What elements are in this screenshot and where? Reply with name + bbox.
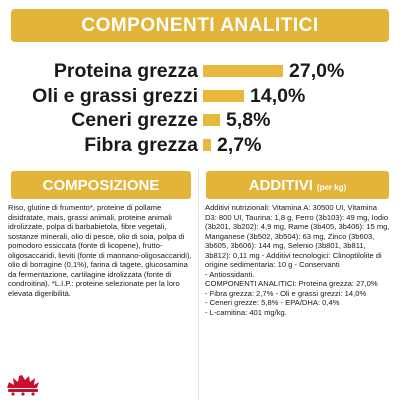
analytic-row-fat: Oli e grassi grezzi 14,0% bbox=[0, 84, 400, 108]
composition-title: COMPOSIZIONE bbox=[42, 176, 160, 194]
additives-line: origine sedimentaria: 10 g - Conservanti bbox=[205, 260, 340, 270]
analytic-row-protein: Proteina grezza 27,0% bbox=[0, 59, 400, 83]
analytic-row-fibre: Fibra grezza 2,7% bbox=[0, 133, 400, 157]
analytic-bar bbox=[203, 139, 211, 151]
composition-text: Riso, glutine di frumento*, proteine di … bbox=[8, 203, 192, 298]
analytic-label: Fibra grezza bbox=[84, 134, 198, 156]
additives-line: - Fibra grezza: 2,7% - Oli e grassi grez… bbox=[205, 288, 367, 298]
additives-line: Manganese (3b502, 3b504): 63 mg, Zinco (… bbox=[205, 231, 375, 241]
additives-title: ADDITIVI bbox=[248, 176, 313, 194]
analytic-bar bbox=[203, 90, 244, 102]
additives-line: 3b605, 3b606): 144 mg, Selenio (3b801, 3… bbox=[205, 241, 366, 251]
analytic-components-title: COMPONENTI ANALITICI bbox=[81, 14, 319, 36]
analytic-label: Ceneri grezze bbox=[71, 109, 198, 131]
additives-line: - L-carnitina: 401 mg/kg. bbox=[205, 308, 287, 318]
additives-line: Additivi nutrizionali: Vitamina A: 30500… bbox=[205, 203, 377, 212]
additives-line: 3b812): 0,11 mg - Additivi tecnologici: … bbox=[205, 250, 382, 260]
additives-text: Additivi nutrizionali: Vitamina A: 30500… bbox=[205, 203, 397, 318]
analytic-value: 27,0% bbox=[289, 60, 345, 82]
analytic-value: 14,0% bbox=[250, 85, 306, 107]
analytic-components-header: COMPONENTI ANALITICI bbox=[11, 9, 389, 42]
additives-line: (3b201, 3b202): 4,9 mg, Rame (3b405, 3b4… bbox=[205, 222, 390, 232]
composition-header: COMPOSIZIONE bbox=[11, 171, 191, 199]
additives-header: ADDITIVI (per kg) bbox=[206, 171, 389, 199]
analytic-row-ash: Ceneri grezze 5,8% bbox=[0, 108, 400, 132]
additives-line: D3: 800 UI, Taurina: 1,8 g, Ferro (3b103… bbox=[205, 212, 389, 222]
column-divider bbox=[198, 168, 199, 400]
analytic-bar bbox=[203, 114, 220, 126]
additives-line: - Antiossidanti. bbox=[205, 269, 255, 279]
additives-line: - Ceneri grezze: 5,8% - EPA/DHA: 0,4% bbox=[205, 298, 340, 308]
additives-unit: (per kg) bbox=[316, 182, 347, 192]
brand-logo-icon bbox=[7, 375, 39, 396]
analytic-value: 2,7% bbox=[217, 134, 262, 156]
additives-line: COMPONENTI ANALITICI: Proteina grezza: 2… bbox=[205, 279, 378, 289]
analytic-label: Proteina grezza bbox=[53, 60, 198, 82]
analytic-label: Oli e grassi grezzi bbox=[32, 85, 198, 107]
analytic-bar bbox=[203, 65, 283, 77]
analytic-value: 5,8% bbox=[226, 109, 271, 131]
